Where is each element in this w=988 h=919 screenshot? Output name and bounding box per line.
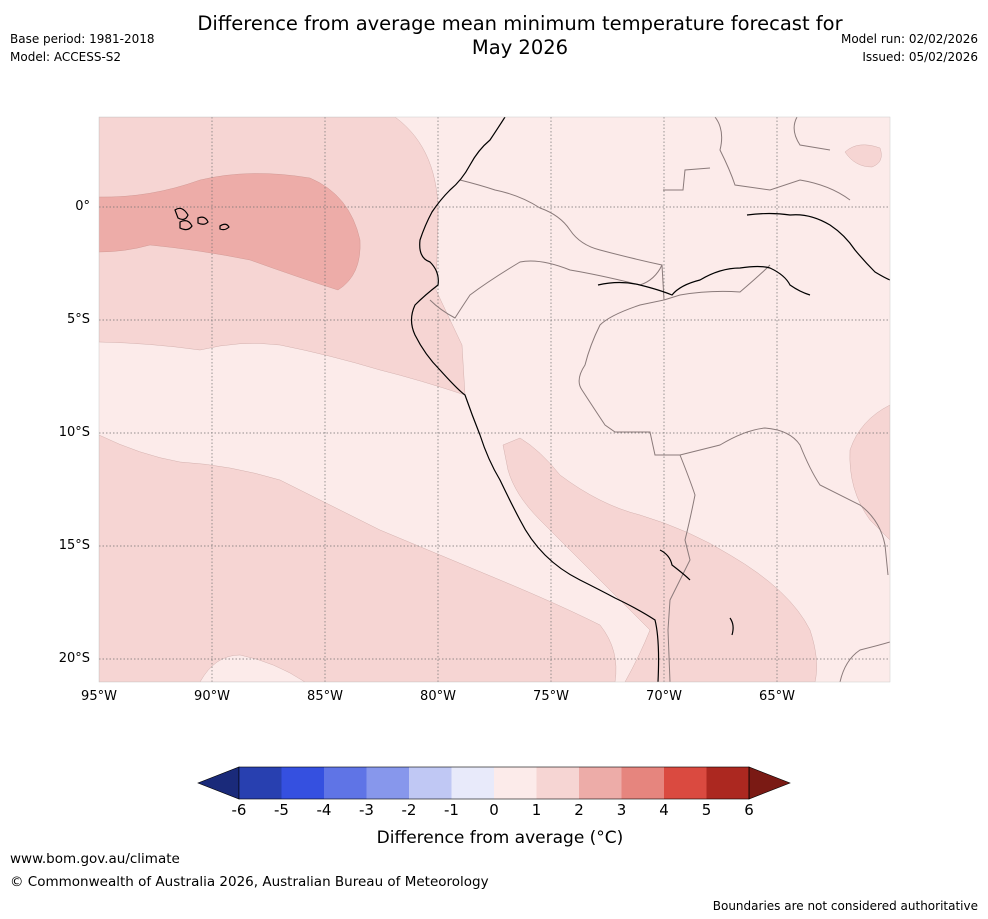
lon-label-90w: 90°W [194, 689, 230, 704]
footer-url: www.bom.gov.au/climate [10, 851, 180, 867]
anomaly-band-0-1-lens [199, 654, 306, 682]
colorbar-tick-label: -1 [444, 801, 459, 819]
colorbar-swatch [239, 767, 282, 799]
colorbar-extend-high [748, 766, 791, 800]
model-run: Model run: 02/02/2026 [840, 32, 978, 46]
lat-label-15s: 15°S [58, 538, 90, 553]
meta-right: Model run: 02/02/2026 Issued: 05/02/2026 [841, 30, 978, 66]
colorbar-tick-label: 0 [489, 801, 499, 819]
colorbar [197, 766, 791, 800]
lon-label-75w: 75°W [533, 689, 569, 704]
map-title-line2: May 2026 [471, 36, 569, 59]
colorbar-tick-label: -3 [359, 801, 374, 819]
lon-label-95w: 95°W [81, 689, 117, 704]
colorbar-swatch [451, 767, 494, 799]
issued-date: Issued: 05/02/2026 [862, 50, 978, 64]
lon-label-70w: 70°W [646, 689, 682, 704]
colorbar-tick-label: -5 [274, 801, 289, 819]
anomaly-band-1-2-andes [502, 437, 817, 682]
anomaly-band-1-2-south [99, 434, 617, 682]
lat-label-10s: 10°S [58, 425, 90, 440]
colorbar-swatch [281, 767, 324, 799]
map-frame [98, 116, 891, 683]
colorbar-tick-label: 1 [531, 801, 542, 819]
model-name: Model: ACCESS-S2 [10, 50, 122, 64]
colorbar-swatch [409, 767, 452, 799]
colorbar-swatch [366, 767, 409, 799]
anomaly-band-2-3 [99, 173, 361, 291]
colorbar-swatch [664, 767, 707, 799]
colorbar-title: Difference from average (°C) [376, 828, 624, 848]
colorbar-extend-low [197, 766, 240, 800]
anomaly-band-1-2-ne-patch [844, 144, 882, 168]
colorbar-tick-label: 6 [744, 801, 754, 819]
colorbar-swatch [706, 767, 749, 799]
colorbar-tick-label: -6 [231, 801, 247, 819]
map-title-line1: Difference from average mean minimum tem… [197, 12, 843, 35]
map-title: Difference from average mean minimum tem… [150, 12, 890, 60]
colorbar-tick-label: 4 [659, 801, 669, 819]
map-area [99, 117, 890, 682]
colorbar-swatch [536, 767, 579, 799]
base-period: Base period: 1981-2018 [10, 32, 155, 46]
lat-label-0: 0° [75, 199, 90, 214]
coastline [174, 117, 890, 682]
anomaly-band-1-2-east [849, 404, 890, 541]
colorbar-swatch [621, 767, 664, 799]
footer-disclaimer: Boundaries are not considered authoritat… [712, 899, 978, 913]
colorbar-swatch [579, 767, 622, 799]
footer-copyright: © Commonwealth of Australia 2026, Austra… [10, 874, 489, 890]
colorbar-swatch [494, 767, 537, 799]
colorbar-tick-label: -4 [316, 801, 332, 819]
colorbar-tick-label: 5 [701, 801, 712, 819]
meta-left: Base period: 1981-2018 Model: ACCESS-S2 [10, 30, 155, 66]
lat-label-5s: 5°S [66, 312, 90, 327]
lat-label-20s: 20°S [58, 651, 90, 666]
lon-label-65w: 65°W [759, 689, 795, 704]
colorbar-frame [238, 766, 750, 800]
colorbar-swatch [324, 767, 367, 799]
colorbar-tick-label: 3 [616, 801, 627, 819]
gridlines [99, 117, 890, 682]
country-borders [429, 117, 890, 682]
lon-label-80w: 80°W [420, 689, 456, 704]
colorbar-tick-label: -2 [401, 801, 417, 819]
colorbar-tick-label: 2 [574, 801, 584, 819]
lon-label-85w: 85°W [307, 689, 343, 704]
